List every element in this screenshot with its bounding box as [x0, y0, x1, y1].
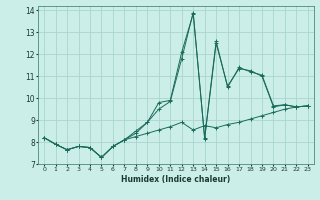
X-axis label: Humidex (Indice chaleur): Humidex (Indice chaleur) [121, 175, 231, 184]
